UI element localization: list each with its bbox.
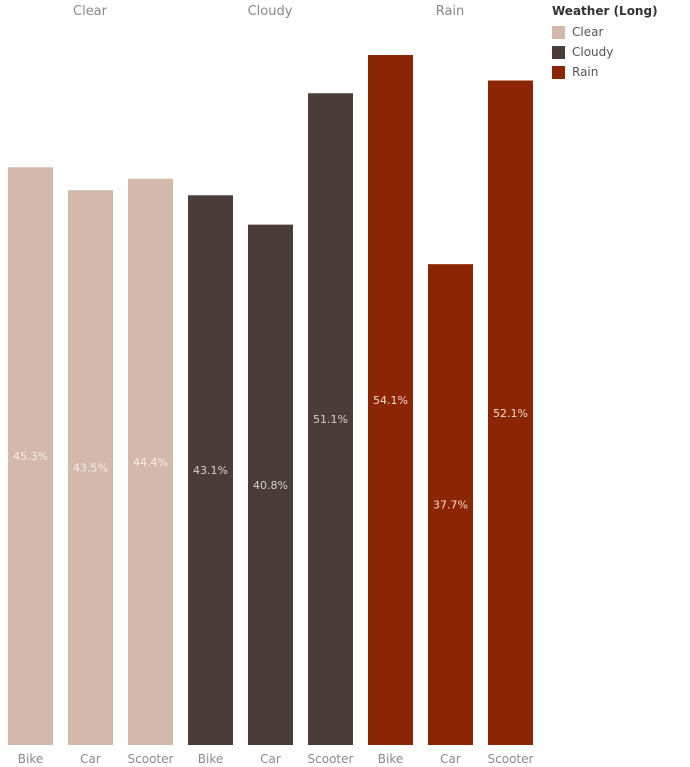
legend-label-clear: Clear [572, 25, 604, 39]
data-label-clear-car: 43.5% [73, 462, 108, 475]
bar-clear-scooter[interactable] [128, 178, 173, 746]
tick-label-cloudy-scooter: Scooter [308, 752, 354, 766]
tick-label-cloudy-bike: Bike [198, 752, 223, 766]
legend-title: Weather (Long) [552, 4, 658, 18]
legend-item-rain[interactable]: Rain [552, 62, 658, 82]
bar-plot: 45.3% Bike 43.5% Car 44.4% Scooter 43.1% Bike 40… [8, 55, 534, 766]
legend-swatch-cloudy [552, 45, 565, 59]
legend-swatch-rain [552, 65, 565, 79]
tick-label-cloudy-car: Car [260, 752, 281, 766]
data-label-rain-bike: 54.1% [373, 394, 408, 407]
tick-label-rain-bike: Bike [378, 752, 403, 766]
tick-label-rain-car: Car [440, 752, 461, 766]
group-title-rain: Rain [435, 4, 465, 19]
bar-rain-scooter[interactable] [488, 80, 533, 746]
tick-label-rain-scooter: Scooter [488, 752, 534, 766]
bar-rain-car[interactable] [428, 264, 473, 745]
legend-item-clear[interactable]: Clear [552, 22, 658, 42]
group-title-cloudy: Cloudy [247, 4, 293, 19]
group-title-clear: Clear [73, 4, 107, 19]
legend-label-cloudy: Cloudy [572, 45, 614, 59]
data-label-cloudy-scooter: 51.1% [313, 413, 348, 426]
bar-cloudy-bike[interactable] [188, 195, 233, 745]
legend-label-rain: Rain [572, 65, 599, 79]
data-label-rain-car: 37.7% [433, 499, 468, 512]
data-label-cloudy-bike: 43.1% [193, 464, 228, 477]
tick-label-clear-bike: Bike [18, 752, 43, 766]
legend-item-cloudy[interactable]: Cloudy [552, 42, 658, 62]
data-label-cloudy-car: 40.8% [253, 479, 288, 492]
bar-rain-bike[interactable] [368, 55, 413, 745]
bar-cloudy-scooter[interactable] [308, 93, 353, 746]
data-label-clear-scooter: 44.4% [133, 456, 168, 469]
bar-clear-bike[interactable] [8, 167, 53, 746]
bar-clear-car[interactable] [68, 190, 113, 745]
tick-label-clear-scooter: Scooter [128, 752, 174, 766]
bar-cloudy-car[interactable] [248, 224, 293, 745]
legend-swatch-clear [552, 25, 565, 39]
data-label-rain-scooter: 52.1% [493, 407, 528, 420]
data-label-clear-bike: 45.3% [13, 450, 48, 463]
legend: Weather (Long) Clear Cloudy Rain [552, 4, 658, 82]
tick-label-clear-car: Car [80, 752, 101, 766]
